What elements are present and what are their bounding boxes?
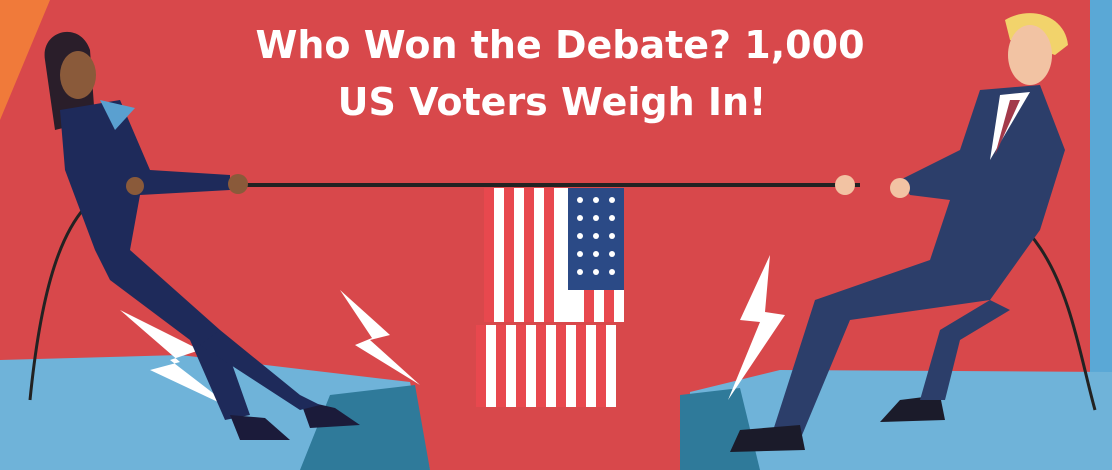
edge-strip bbox=[1090, 0, 1112, 470]
lightning bbox=[340, 290, 420, 385]
title-line: Who Won the Debate? 1,000 bbox=[255, 23, 864, 67]
corner-accent bbox=[0, 0, 50, 120]
lightning bbox=[728, 255, 785, 400]
title-line: US Voters Weigh In! bbox=[338, 80, 767, 124]
woman-figure bbox=[44, 31, 360, 440]
left-cliff bbox=[300, 385, 430, 470]
man-figure bbox=[730, 13, 1068, 452]
flag bbox=[476, 188, 624, 407]
lightning bbox=[120, 310, 235, 410]
